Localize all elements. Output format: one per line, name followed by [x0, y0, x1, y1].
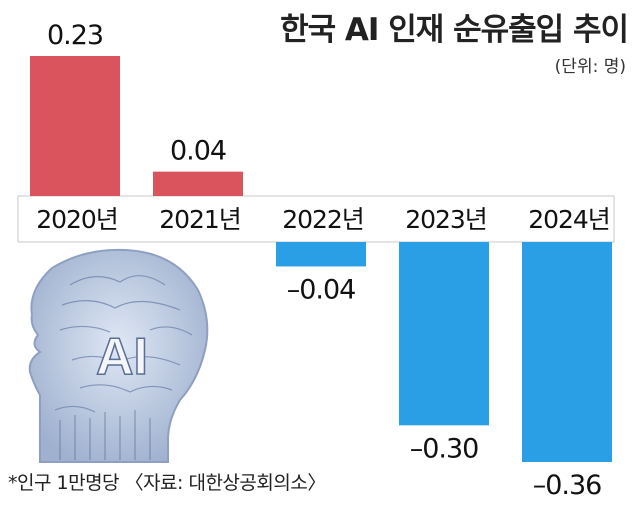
footnote: *인구 1만명당 〈자료: 대한상공회의소〉 — [8, 472, 326, 494]
value-label: 0.04 — [170, 136, 226, 167]
category-label: 2022년 — [282, 205, 364, 234]
ai-text-mark: AI — [96, 328, 148, 386]
category-label: 2021년 — [159, 205, 241, 234]
value-label: –0.04 — [287, 274, 356, 305]
value-label: –0.30 — [410, 433, 479, 464]
value-label: 0.23 — [47, 20, 103, 51]
unit-label: (단위: 명) — [554, 57, 626, 77]
value-label: –0.36 — [533, 470, 602, 501]
bars-group — [30, 56, 612, 462]
value-labels: 0.23 0.04 –0.04 –0.30 –0.36 — [47, 20, 602, 501]
bar-2024년 — [522, 242, 612, 462]
bar-2022년 — [276, 242, 366, 267]
category-label: 2020년 — [36, 205, 118, 234]
bar-2020년 — [30, 56, 120, 196]
category-label: 2024년 — [528, 205, 610, 234]
ai-head-illustration: AI — [28, 248, 209, 463]
category-label: 2023년 — [405, 205, 487, 234]
bar-2023년 — [399, 242, 489, 426]
bar-2021년 — [153, 171, 243, 196]
category-labels: 2020년 2021년 2022년 2023년 2024년 — [36, 205, 611, 234]
chart-title: 한국 AI 인재 순유출입 추이 — [280, 12, 629, 48]
